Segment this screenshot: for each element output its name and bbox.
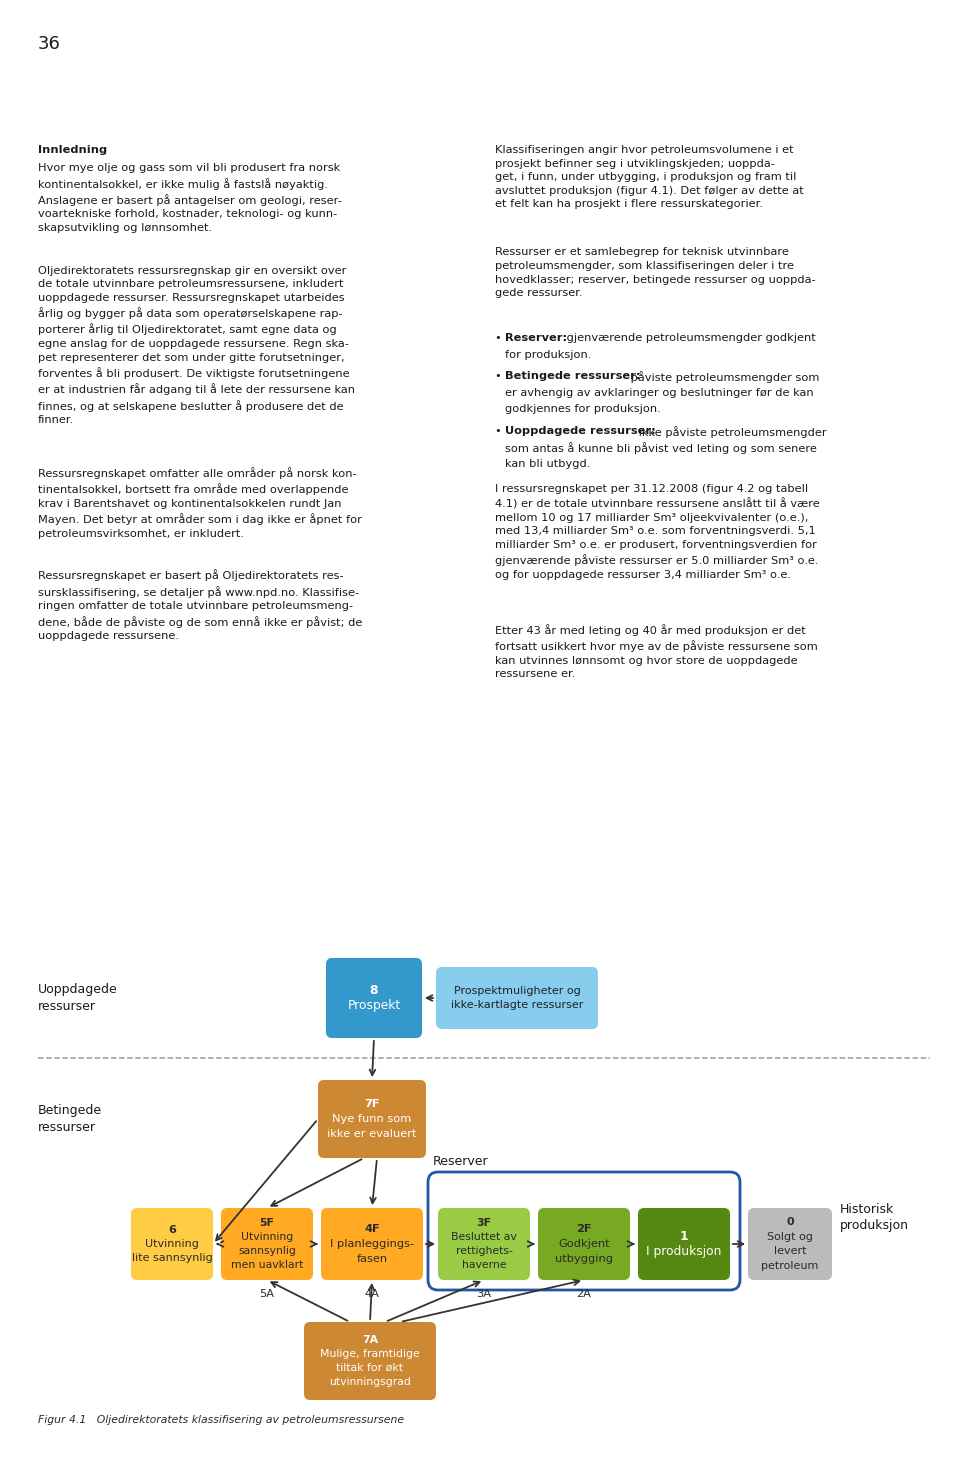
Text: 7F: 7F bbox=[364, 1099, 380, 1109]
Text: tiltak for økt: tiltak for økt bbox=[337, 1362, 403, 1373]
Text: Klassifiseringen angir hvor petroleumsvolumene i et
prosjekt befinner seg i utvi: Klassifiseringen angir hvor petroleumsvo… bbox=[495, 145, 804, 209]
FancyBboxPatch shape bbox=[221, 1209, 313, 1280]
Text: I ressursregnskapet per 31.12.2008 (figur 4.2 og tabell
4.1) er de totale utvinn: I ressursregnskapet per 31.12.2008 (figu… bbox=[495, 483, 820, 580]
Text: Godkjent: Godkjent bbox=[558, 1239, 610, 1250]
Text: Prospekt: Prospekt bbox=[348, 999, 400, 1012]
Text: Figur 4.1   Oljedirektoratets klassifisering av petroleumsressursene: Figur 4.1 Oljedirektoratets klassifiseri… bbox=[38, 1415, 404, 1425]
FancyBboxPatch shape bbox=[318, 1080, 426, 1157]
FancyBboxPatch shape bbox=[321, 1209, 423, 1280]
Text: Ressurser er et samlebegrep for teknisk utvinnbare
petroleumsmengder, som klassi: Ressurser er et samlebegrep for teknisk … bbox=[495, 248, 816, 299]
Text: 3A: 3A bbox=[476, 1289, 492, 1299]
Text: Ressursregnskapet er basert på Oljedirektoratets res-
sursklassifisering, se det: Ressursregnskapet er basert på Oljedirek… bbox=[38, 570, 362, 642]
FancyBboxPatch shape bbox=[638, 1209, 730, 1280]
Text: påviste petroleumsmengder som: påviste petroleumsmengder som bbox=[627, 371, 820, 384]
FancyBboxPatch shape bbox=[304, 1321, 436, 1401]
Text: sannsynlig: sannsynlig bbox=[238, 1247, 296, 1256]
Text: haverne: haverne bbox=[462, 1260, 506, 1270]
Text: 4F: 4F bbox=[364, 1225, 380, 1234]
Text: rettighets-: rettighets- bbox=[456, 1247, 513, 1256]
Text: som antas å kunne bli påvist ved leting og som senere: som antas å kunne bli påvist ved leting … bbox=[505, 442, 817, 454]
FancyBboxPatch shape bbox=[326, 958, 422, 1039]
Text: petroleum: petroleum bbox=[761, 1261, 819, 1270]
Text: Prospektmuligheter og: Prospektmuligheter og bbox=[454, 986, 581, 996]
Text: 5A: 5A bbox=[259, 1289, 275, 1299]
Text: Historisk
produksjon: Historisk produksjon bbox=[840, 1203, 909, 1232]
Text: Mulige, framtidige: Mulige, framtidige bbox=[320, 1349, 420, 1360]
Text: Nye funn som: Nye funn som bbox=[332, 1113, 412, 1124]
Text: 36: 36 bbox=[38, 35, 60, 53]
Text: utvinningsgrad: utvinningsgrad bbox=[329, 1377, 411, 1387]
Text: Utvinning: Utvinning bbox=[241, 1232, 293, 1242]
Text: •: • bbox=[495, 333, 505, 343]
Text: Betingede
ressurser: Betingede ressurser bbox=[38, 1105, 102, 1134]
FancyBboxPatch shape bbox=[131, 1209, 213, 1280]
Text: Solgt og: Solgt og bbox=[767, 1232, 813, 1242]
Text: men uavklart: men uavklart bbox=[230, 1260, 303, 1270]
Text: 2F: 2F bbox=[576, 1225, 591, 1234]
Text: godkjennes for produksjon.: godkjennes for produksjon. bbox=[505, 404, 660, 415]
Text: Utvinning: Utvinning bbox=[145, 1239, 199, 1250]
Text: 7A: 7A bbox=[362, 1335, 378, 1345]
Text: fasen: fasen bbox=[356, 1254, 388, 1264]
Text: ikke er evaluert: ikke er evaluert bbox=[327, 1130, 417, 1138]
FancyBboxPatch shape bbox=[438, 1209, 530, 1280]
Text: 2A: 2A bbox=[577, 1289, 591, 1299]
Text: Hvor mye olje og gass som vil bli produsert fra norsk
kontinentalsokkel, er ikke: Hvor mye olje og gass som vil bli produs… bbox=[38, 163, 342, 233]
Text: •: • bbox=[495, 371, 505, 381]
Text: Oljedirektoratets ressursregnskap gir en oversikt over
de totale utvinnbare petr: Oljedirektoratets ressursregnskap gir en… bbox=[38, 265, 355, 425]
Text: 3F: 3F bbox=[476, 1217, 492, 1228]
Text: I produksjon: I produksjon bbox=[646, 1245, 722, 1258]
Text: ikke påviste petroleumsmengder: ikke påviste petroleumsmengder bbox=[635, 426, 827, 438]
Text: 5F: 5F bbox=[259, 1217, 275, 1228]
Text: levert: levert bbox=[774, 1247, 806, 1256]
Text: Betingede ressurser:: Betingede ressurser: bbox=[505, 371, 640, 381]
Text: gjenværende petroleumsmengder godkjent: gjenværende petroleumsmengder godkjent bbox=[563, 333, 816, 343]
FancyBboxPatch shape bbox=[436, 967, 598, 1028]
Text: 6: 6 bbox=[168, 1225, 176, 1235]
Text: er avhengig av avklaringer og beslutninger før de kan: er avhengig av avklaringer og beslutning… bbox=[505, 388, 814, 398]
Text: 8: 8 bbox=[370, 983, 378, 996]
Text: Uoppdagede ressurser:: Uoppdagede ressurser: bbox=[505, 426, 656, 435]
FancyBboxPatch shape bbox=[748, 1209, 832, 1280]
Text: Besluttet av: Besluttet av bbox=[451, 1232, 516, 1242]
Text: 4A: 4A bbox=[365, 1289, 379, 1299]
Text: Etter 43 år med leting og 40 år med produksjon er det
fortsatt usikkert hvor mye: Etter 43 år med leting og 40 år med prod… bbox=[495, 624, 818, 680]
Text: I planleggings-: I planleggings- bbox=[330, 1239, 414, 1250]
Text: lite sannsynlig: lite sannsynlig bbox=[132, 1254, 212, 1263]
Text: utbygging: utbygging bbox=[555, 1254, 613, 1264]
Text: 0: 0 bbox=[786, 1217, 794, 1228]
Text: Uoppdagede
ressurser: Uoppdagede ressurser bbox=[38, 983, 118, 1012]
Text: kan bli utbygd.: kan bli utbygd. bbox=[505, 459, 590, 469]
Text: Ressursregnskapet omfatter alle områder på norsk kon-
tinentalsokkel, bortsett f: Ressursregnskapet omfatter alle områder … bbox=[38, 467, 362, 539]
Text: for produksjon.: for produksjon. bbox=[505, 350, 591, 360]
Text: Innledning: Innledning bbox=[38, 145, 108, 155]
Text: 1: 1 bbox=[680, 1229, 688, 1242]
FancyBboxPatch shape bbox=[538, 1209, 630, 1280]
Text: •: • bbox=[495, 426, 505, 435]
Text: Reserver:: Reserver: bbox=[505, 333, 567, 343]
Text: ikke-kartlagte ressurser: ikke-kartlagte ressurser bbox=[451, 1001, 583, 1011]
Text: Reserver: Reserver bbox=[433, 1154, 489, 1168]
